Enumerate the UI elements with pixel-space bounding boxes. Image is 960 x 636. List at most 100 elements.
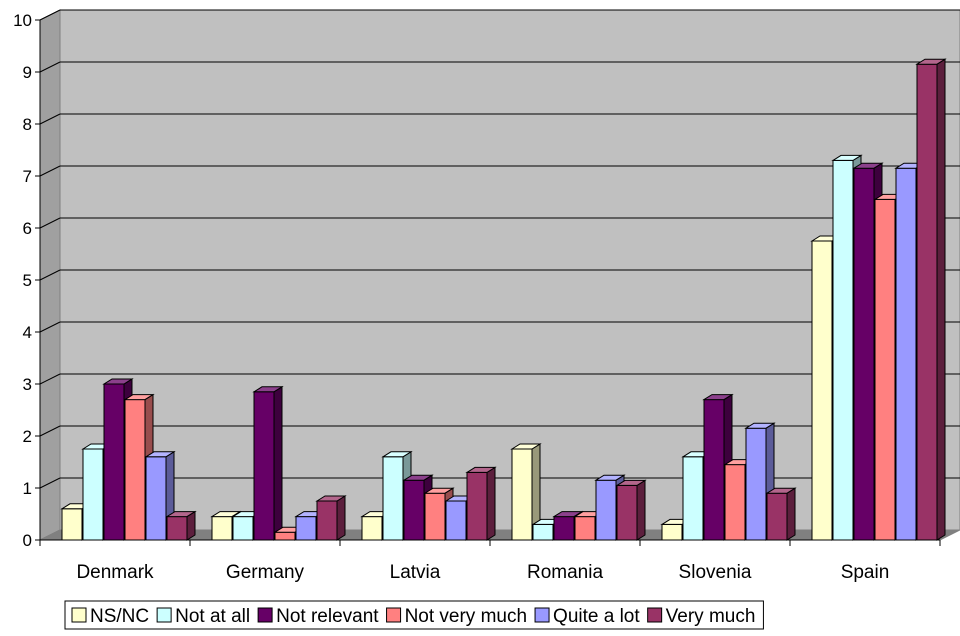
gridline-side	[39, 217, 61, 229]
x-tick-label: Slovenia	[679, 562, 752, 583]
x-tick-label: Spain	[841, 562, 890, 583]
bar-top	[594, 474, 626, 481]
y-tick-label: 7	[23, 167, 32, 186]
legend-swatch	[647, 607, 663, 623]
bar-top	[210, 511, 242, 518]
bar-top	[315, 495, 347, 502]
bar	[766, 492, 788, 541]
bar	[166, 516, 188, 541]
x-tick-label: Latvia	[390, 562, 441, 583]
bar	[745, 427, 767, 541]
bar-top	[144, 451, 176, 458]
y-tick-label: 8	[23, 115, 32, 134]
gridline-side	[39, 9, 61, 21]
bar	[424, 492, 446, 541]
legend-swatch	[71, 607, 87, 623]
bar	[274, 531, 296, 541]
bar	[724, 464, 746, 541]
bar-top	[552, 511, 584, 518]
bar	[853, 167, 875, 541]
bar	[574, 516, 596, 541]
gridline-side	[39, 61, 61, 73]
legend-label: Quite a lot	[553, 606, 640, 627]
bar-top	[423, 487, 455, 494]
bar	[61, 508, 83, 541]
bar-top	[510, 443, 542, 450]
bar	[403, 479, 425, 541]
y-tick-label: 6	[23, 219, 32, 238]
bar	[553, 516, 575, 541]
bar	[616, 484, 638, 541]
gridline-side	[39, 425, 61, 437]
y-tick-label: 9	[23, 63, 32, 82]
y-tick-label: 5	[23, 271, 32, 290]
legend-swatch	[156, 607, 172, 623]
bar-top	[765, 487, 797, 494]
bar	[511, 448, 533, 541]
bar	[703, 399, 725, 541]
bar	[103, 383, 125, 541]
gridline-side	[39, 321, 61, 333]
bar-top	[165, 511, 197, 518]
legend-label: Not very much	[405, 606, 527, 627]
legend-label: Very much	[666, 606, 756, 627]
bar-top	[102, 378, 134, 385]
bar	[874, 198, 896, 541]
bar	[445, 500, 467, 541]
bar-top	[465, 466, 497, 473]
bar	[661, 523, 683, 541]
bar	[382, 456, 404, 541]
bar-top	[744, 422, 776, 429]
bar-top	[615, 479, 647, 486]
bar-top	[381, 451, 413, 458]
gridline-side	[39, 165, 61, 177]
gridline-side	[39, 269, 61, 281]
y-tick-label: 1	[23, 479, 32, 498]
x-tick-label: Romania	[527, 562, 603, 583]
bar-top	[123, 394, 155, 401]
bar	[895, 167, 917, 541]
bar	[316, 500, 338, 541]
bar	[145, 456, 167, 541]
legend-swatch	[257, 607, 273, 623]
y-tick-label: 10	[13, 11, 32, 30]
bar	[253, 391, 275, 541]
bar-side	[936, 58, 946, 541]
bar	[211, 516, 233, 541]
bar-top	[702, 394, 734, 401]
bar-side	[786, 487, 796, 541]
y-tick-label: 0	[23, 531, 32, 550]
bar	[466, 471, 488, 541]
bar-side	[486, 466, 496, 541]
legend-swatch	[386, 607, 402, 623]
bar	[916, 63, 938, 541]
gridline-side	[39, 373, 61, 385]
bar	[811, 240, 833, 541]
x-tick-label: Denmark	[76, 562, 154, 583]
bar-side	[336, 495, 346, 541]
bar	[124, 399, 146, 541]
bar-top	[252, 386, 284, 393]
legend-label: Not at all	[175, 606, 250, 627]
legend-label: Not relevant	[276, 606, 379, 627]
gridline-side	[39, 113, 61, 125]
bar-top	[831, 154, 863, 161]
legend-box	[64, 600, 764, 630]
bar	[595, 479, 617, 541]
bar-top	[915, 58, 947, 65]
y-tick-label: 3	[23, 375, 32, 394]
bar-top	[852, 162, 884, 169]
y-tick-label: 2	[23, 427, 32, 446]
bar-side	[273, 385, 283, 541]
bar-top	[402, 474, 434, 481]
legend: NS/NC Not at all Not relevant Not very much…	[64, 600, 764, 630]
y-tick-label: 4	[23, 323, 32, 342]
x-tick-label: Germany	[226, 562, 305, 583]
bar-side	[636, 479, 646, 541]
bar	[832, 159, 854, 541]
legend-swatch	[534, 607, 550, 623]
bar	[295, 516, 317, 541]
bar	[361, 516, 383, 541]
